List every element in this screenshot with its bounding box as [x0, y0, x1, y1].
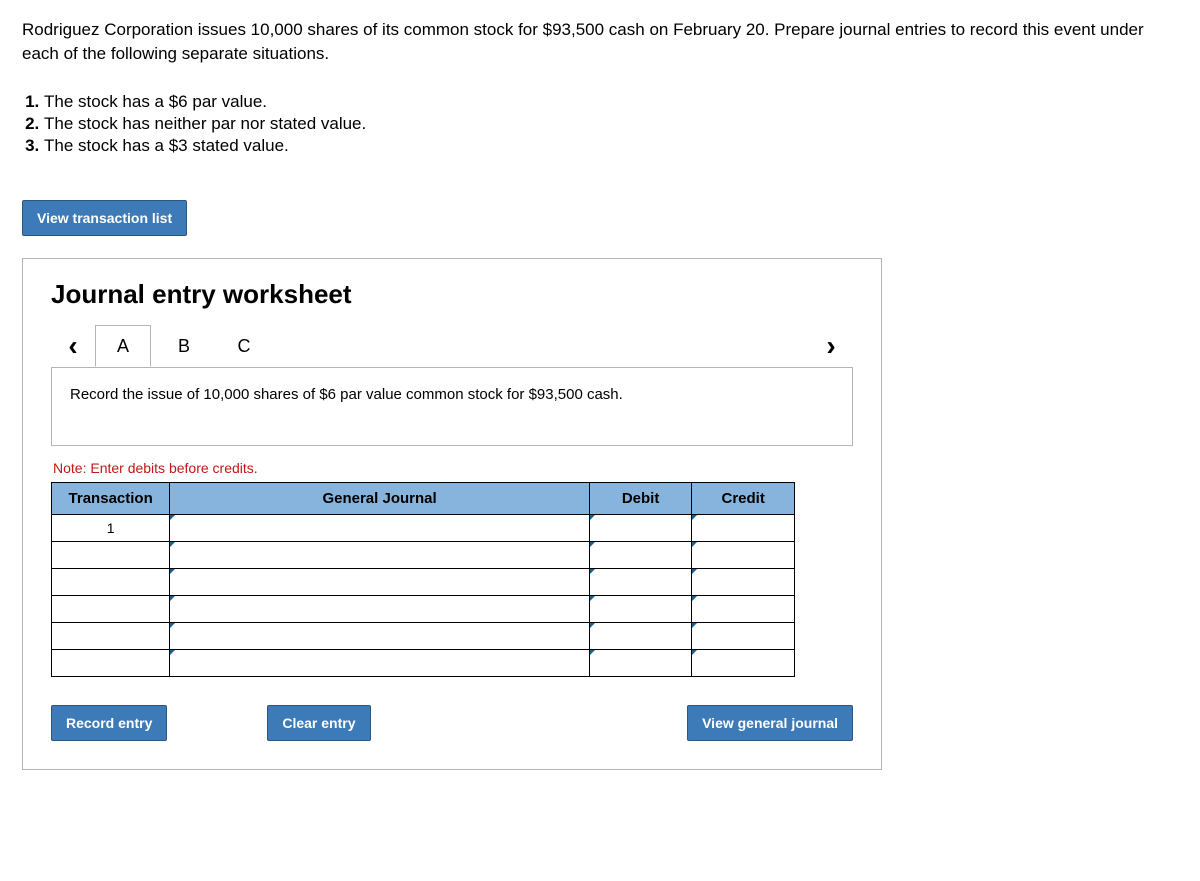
journal-entry-body: 1: [52, 515, 795, 677]
debit-cell[interactable]: [589, 623, 692, 650]
table-row: [52, 596, 795, 623]
transaction-note: Record the issue of 10,000 shares of $6 …: [51, 367, 853, 447]
table-row: [52, 542, 795, 569]
transaction-cell[interactable]: [52, 596, 170, 623]
journal-worksheet: Journal entry worksheet ‹ A B C › Record…: [22, 258, 882, 771]
col-debit: Debit: [589, 483, 692, 515]
general-journal-cell[interactable]: [170, 515, 590, 542]
credit-cell[interactable]: [692, 596, 795, 623]
debit-cell[interactable]: [589, 515, 692, 542]
tab-row: ‹ A B C ›: [51, 324, 853, 368]
credit-cell[interactable]: [692, 569, 795, 596]
transaction-cell[interactable]: [52, 542, 170, 569]
general-journal-cell[interactable]: [170, 650, 590, 677]
transaction-cell[interactable]: 1: [52, 515, 170, 542]
worksheet-title: Journal entry worksheet: [51, 279, 853, 310]
debit-cell[interactable]: [589, 569, 692, 596]
clear-entry-button[interactable]: Clear entry: [267, 705, 370, 741]
prev-tab-arrow-icon[interactable]: ‹: [51, 330, 95, 362]
general-journal-cell[interactable]: [170, 569, 590, 596]
debit-cell[interactable]: [589, 542, 692, 569]
tab-a[interactable]: A: [95, 325, 151, 367]
situations-list: The stock has a $6 par value. The stock …: [22, 92, 1178, 156]
general-journal-cell[interactable]: [170, 623, 590, 650]
col-transaction: Transaction: [52, 483, 170, 515]
general-journal-cell[interactable]: [170, 542, 590, 569]
table-row: [52, 623, 795, 650]
tab-c[interactable]: C: [217, 326, 271, 366]
journal-entry-table: Transaction General Journal Debit Credit…: [51, 482, 795, 677]
table-row: [52, 569, 795, 596]
col-general-journal: General Journal: [170, 483, 590, 515]
problem-intro: Rodriguez Corporation issues 10,000 shar…: [22, 18, 1178, 66]
table-row: [52, 650, 795, 677]
debit-cell[interactable]: [589, 596, 692, 623]
credit-cell[interactable]: [692, 542, 795, 569]
next-tab-arrow-icon[interactable]: ›: [809, 330, 853, 362]
debit-cell[interactable]: [589, 650, 692, 677]
record-entry-button[interactable]: Record entry: [51, 705, 167, 741]
situation-item: The stock has neither par nor stated val…: [44, 114, 1178, 134]
debits-before-credits-note: Note: Enter debits before credits.: [53, 460, 853, 476]
situation-item: The stock has a $3 stated value.: [44, 136, 1178, 156]
transaction-cell[interactable]: [52, 569, 170, 596]
view-transaction-list-button[interactable]: View transaction list: [22, 200, 187, 236]
table-row: 1: [52, 515, 795, 542]
transaction-cell[interactable]: [52, 623, 170, 650]
general-journal-cell[interactable]: [170, 596, 590, 623]
transaction-cell[interactable]: [52, 650, 170, 677]
credit-cell[interactable]: [692, 515, 795, 542]
credit-cell[interactable]: [692, 623, 795, 650]
credit-cell[interactable]: [692, 650, 795, 677]
col-credit: Credit: [692, 483, 795, 515]
tab-b[interactable]: B: [157, 326, 211, 366]
view-general-journal-button[interactable]: View general journal: [687, 705, 853, 741]
situation-item: The stock has a $6 par value.: [44, 92, 1178, 112]
